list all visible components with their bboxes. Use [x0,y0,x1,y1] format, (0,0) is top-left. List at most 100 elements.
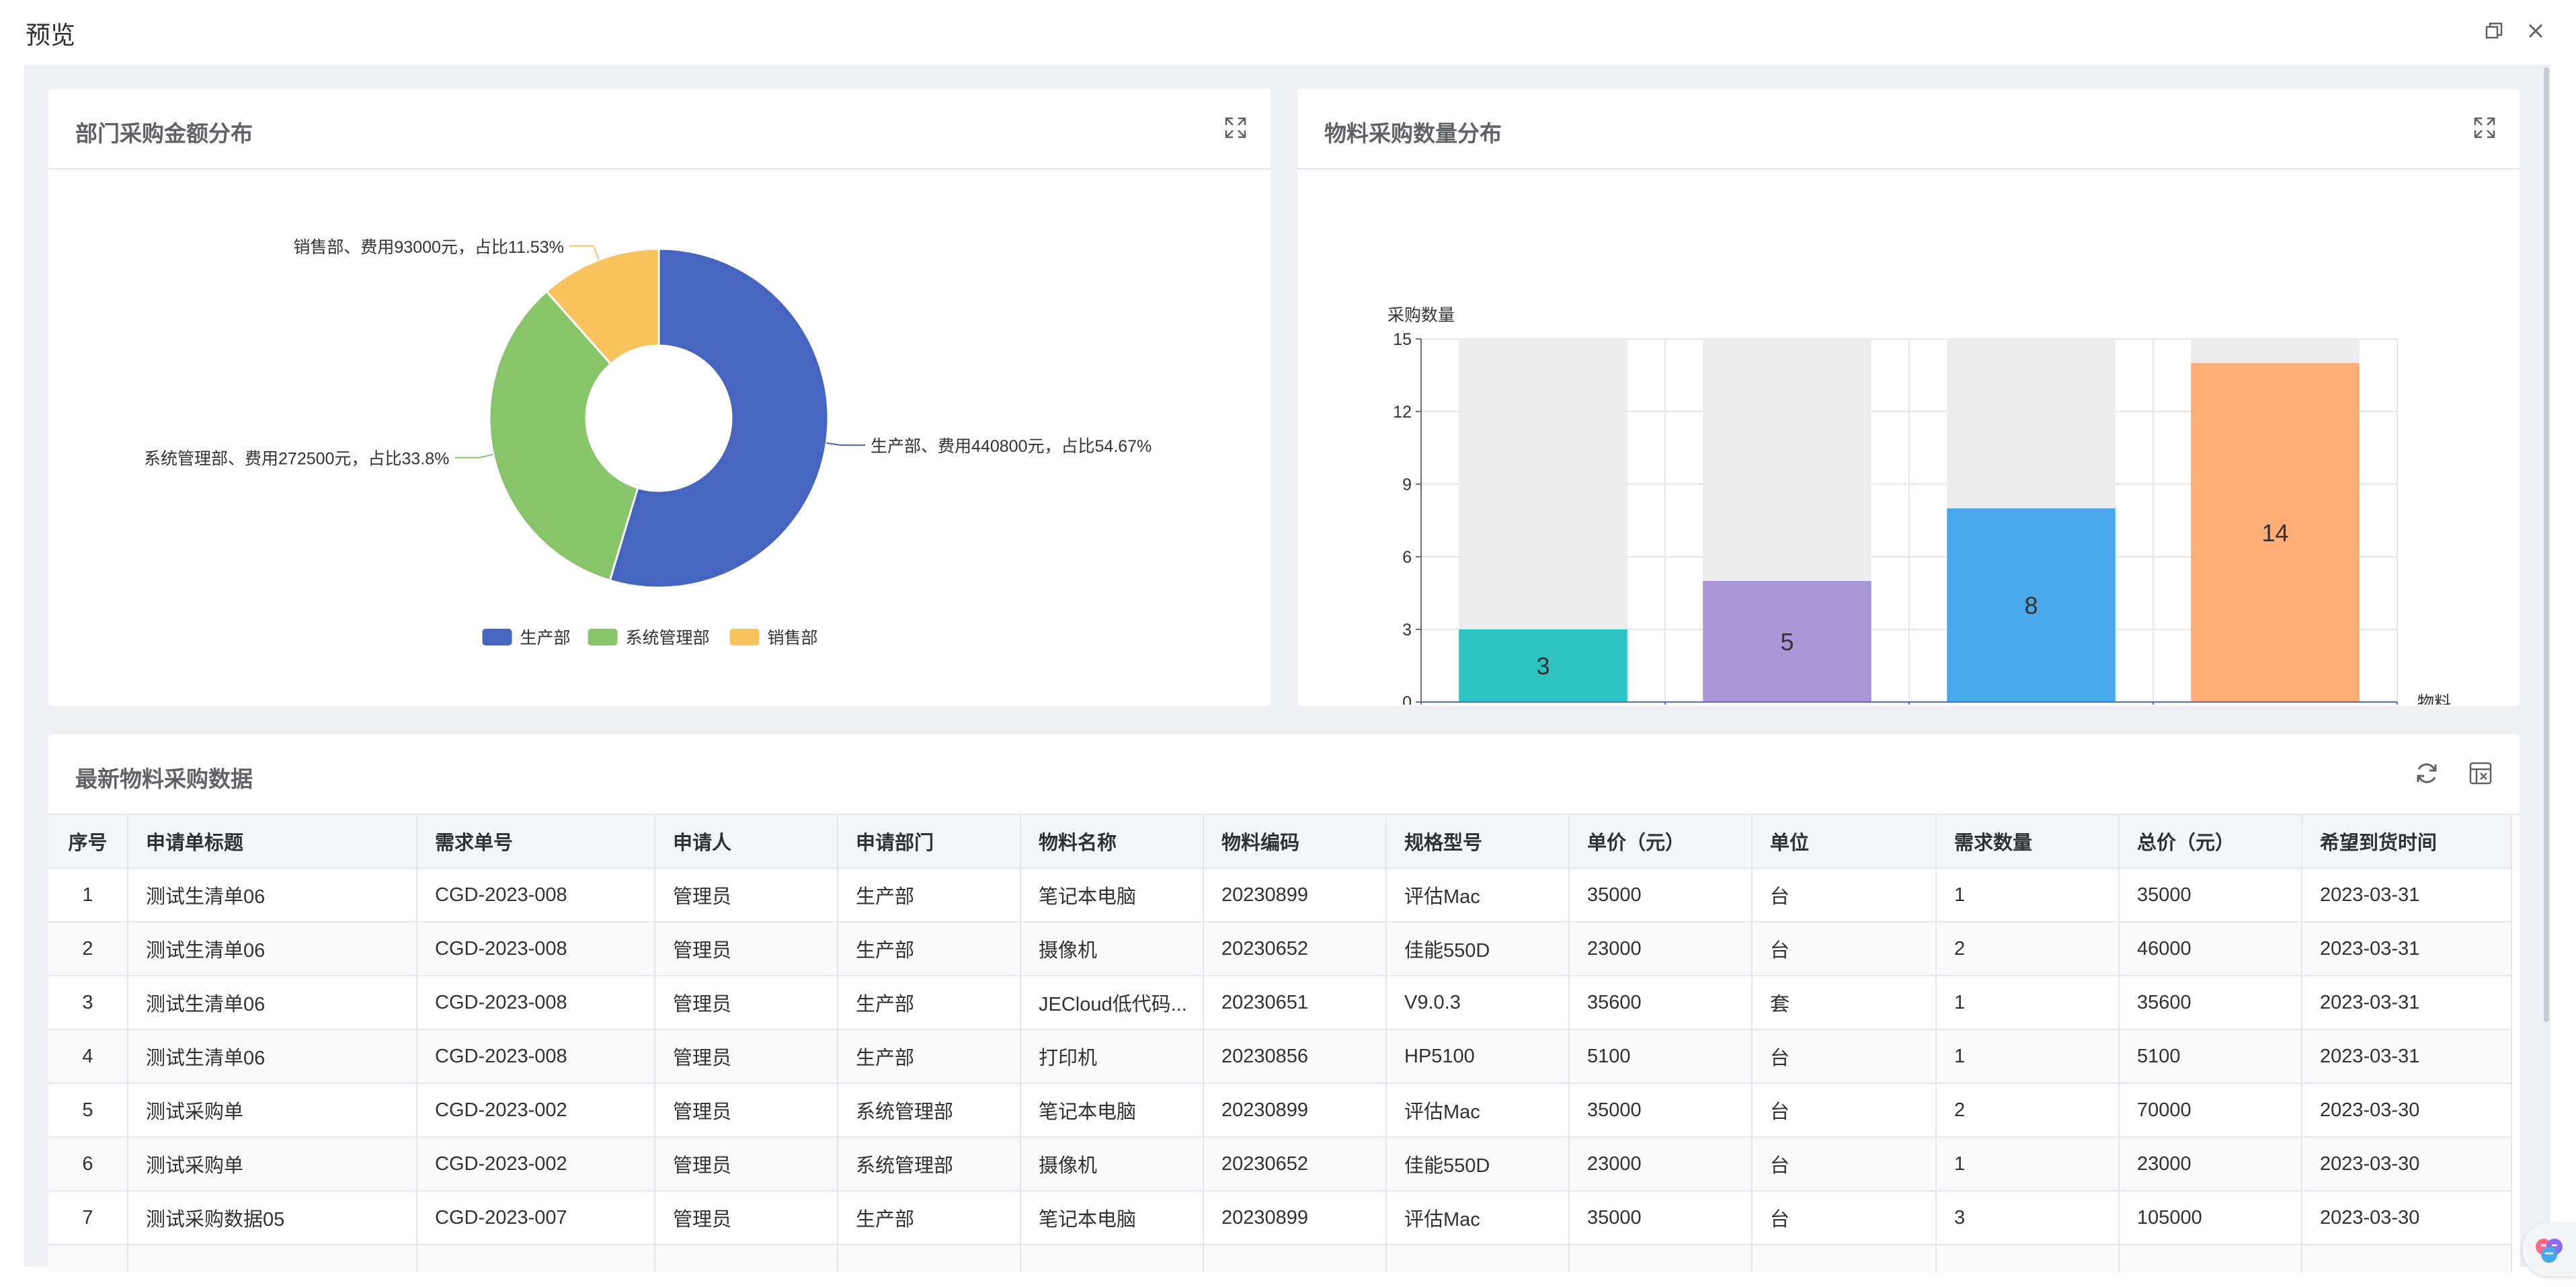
purchase-table: 序号 申请单标题 需求单号 申请人 申请部门 物料名称 物料编码 规格型号 单价（元） 单位 需求数… [48,815,2512,1272]
table-cell: JECloud低代码... [1020,976,1204,1030]
pie-slice[interactable] [545,247,660,366]
column-header[interactable]: 申请单标题 [128,815,417,869]
brain-glyph [2536,1239,2563,1263]
pie-slice[interactable] [608,247,830,589]
y-tick-label: 3 [1402,621,1412,639]
table-cell: 管理员 [655,922,838,976]
table-cell: 生产部 [838,922,1021,976]
table-cell: 1 [1936,868,2120,923]
y-tick-label: 12 [1393,403,1412,422]
bar-data-label: 14 [2261,519,2288,547]
export-glyph [2469,762,2492,785]
table-cell: 台 [1752,1029,1937,1084]
table-cell: 笔记本电脑 [1020,1083,1204,1138]
card-header: 物料采购数量分布 [1297,89,2520,169]
table-cell [2119,1245,2302,1272]
table-cell: 1 [1936,1029,2120,1084]
table-cell: 105000 [2119,1191,2302,1245]
table-cell: 3 [48,976,128,1030]
table-cell: 管理员 [655,1029,838,1084]
expand-glyph [1225,117,1246,139]
table-cell: 生产部 [838,868,1021,923]
table-cell: 测试采购单 [128,1137,417,1192]
table-cell: CGD-2023-007 [417,1191,655,1245]
column-header[interactable]: 需求单号 [417,815,655,869]
table-cell: 管理员 [655,976,838,1030]
export-sheet-icon[interactable] [2467,760,2494,787]
column-header[interactable]: 序号 [48,815,128,869]
card-title: 物料采购数量分布 [1324,121,1502,146]
ai-brain-icon[interactable] [2522,1222,2576,1276]
legend-item[interactable]: 生产部 [482,629,571,648]
column-header[interactable]: 需求数量 [1936,815,2120,869]
table-cell: 笔记本电脑 [1020,1191,1204,1245]
table-cell [48,1245,128,1272]
bar[interactable] [1459,629,1627,702]
table-cell: 系统管理部 [838,1083,1021,1138]
table-cell: 生产部 [838,1029,1021,1084]
table-cell: 2023-03-31 [2302,1029,2512,1084]
table-cell: 台 [1752,1137,1937,1192]
table-row[interactable]: 7 测试采购数据05 CGD-2023-007 管理员 生产部 笔记本电脑 20230899… [48,1191,2512,1245]
pie-chart: 生产部、费用440800元，占比54.67% 系统管理部、费用272500元，占比… [144,238,1152,648]
column-header[interactable]: 申请部门 [838,815,1021,869]
table-cell: 佳能550D [1386,922,1570,976]
legend-item[interactable]: 销售部 [729,629,818,648]
bar[interactable] [2191,363,2360,702]
table-cell: 测试采购单 [128,1083,417,1138]
table-cell: 5100 [1569,1029,1753,1084]
card-title: 最新物料采购数据 [75,767,253,791]
legend-item[interactable]: 系统管理部 [588,629,710,648]
column-header[interactable]: 规格型号 [1386,815,1570,869]
column-header[interactable]: 申请人 [655,815,838,869]
table-row[interactable] [48,1245,2512,1272]
card-header: 最新物料采购数据 [48,734,2520,815]
close-icon[interactable] [2522,17,2549,44]
table-row[interactable]: 3 测试生清单06 CGD-2023-008 管理员 生产部 JECloud低代码... 2… [48,976,2512,1030]
pie-slice-label: 系统管理部、费用272500元，占比33.8% [144,450,449,469]
table-cell: 1 [1936,1137,2120,1192]
table-cell: CGD-2023-008 [417,868,655,923]
table-row[interactable]: 1 测试生清单06 CGD-2023-008 管理员 生产部 笔记本电脑 20230899 评… [48,868,2512,923]
table-cell: 2023-03-31 [2302,868,2512,923]
column-header[interactable]: 希望到货时间 [2302,815,2512,869]
table-cell [1020,1245,1204,1272]
table-cell: 测试生清单06 [128,922,417,976]
table-row[interactable]: 5 测试采购单 CGD-2023-002 管理员 系统管理部 笔记本电脑 20230899 评… [48,1083,2512,1138]
table-cell: 20230899 [1203,1083,1387,1138]
restore-window-glyph [2485,22,2503,39]
table-cell: 测试生清单06 [128,976,417,1030]
bar[interactable] [1947,508,2116,702]
table-cell: 测试采购数据05 [128,1191,417,1245]
table-cell [1936,1245,2120,1272]
y-tick-label: 0 [1402,693,1412,705]
table-cell: 2023-03-30 [2302,1191,2512,1245]
pie-slice[interactable] [488,290,639,582]
column-header[interactable]: 物料名称 [1020,815,1204,869]
fullscreen-expand-icon[interactable] [1222,114,1249,141]
table-cell: 评估Mac [1386,1191,1570,1245]
table-row[interactable]: 4 测试生清单06 CGD-2023-008 管理员 生产部 打印机 20230856 HP5… [48,1029,2512,1084]
refresh-glyph [2417,763,2437,783]
legend-swatch [482,629,512,646]
table-cell: 管理员 [655,1137,838,1192]
scrollbar-thumb[interactable] [2544,67,2549,1022]
column-header[interactable]: 单位 [1752,815,1937,869]
column-header[interactable]: 单价（元） [1569,815,1753,869]
legend-swatch [588,629,618,646]
restore-window-icon[interactable] [2481,17,2507,44]
fullscreen-expand-icon[interactable] [2471,114,2498,141]
table-cell: 2 [48,922,128,976]
bar[interactable] [1703,581,1871,702]
table-cell: 管理员 [655,1191,838,1245]
table-row[interactable]: 6 测试采购单 CGD-2023-002 管理员 系统管理部 摄像机 20230652 佳能5… [48,1137,2512,1192]
table-cell: CGD-2023-008 [417,976,655,1030]
table-cell: 打印机 [1020,1029,1204,1084]
bar-data-label: 5 [1780,628,1794,656]
table-row[interactable]: 2 测试生清单06 CGD-2023-008 管理员 生产部 摄像机 20230652 佳能5… [48,922,2512,976]
y-tick-label: 9 [1402,475,1412,494]
column-header[interactable]: 总价（元） [2119,815,2302,869]
bar-chart: 03691215采购数量物料3JECloud低代码平台5打印机8摄像机14笔记本… [1387,306,2451,705]
refresh-icon[interactable] [2413,760,2440,787]
column-header[interactable]: 物料编码 [1203,815,1387,869]
